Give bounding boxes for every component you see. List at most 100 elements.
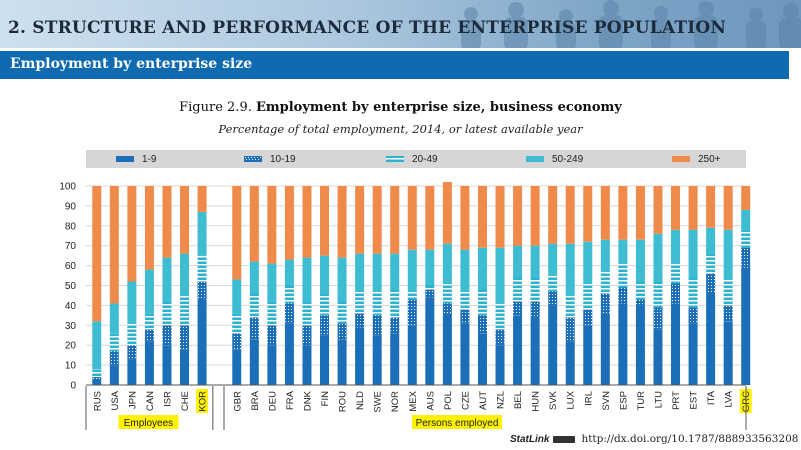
bar-est-20-49: [688, 277, 698, 308]
bar-lux-50-249: [565, 243, 575, 296]
bar-ltu-50-249: [653, 233, 663, 282]
legend-item-10-19: 10-19: [244, 153, 296, 165]
statlink-brand: StatLink: [510, 433, 550, 445]
statlink-url-link[interactable]: http://dx.doi.org/10.1787/888933563208: [581, 433, 799, 445]
bar-kor-250plus: [197, 186, 207, 212]
bar-jpn-10-19: [127, 345, 137, 360]
bar-esp-50-249: [618, 239, 628, 264]
bar-rus-20-49: [92, 369, 102, 378]
bar-nzl-250plus: [495, 186, 505, 248]
bar-fra-20-49: [284, 285, 294, 304]
y-tick-label-80: 80: [65, 221, 77, 232]
figure-label: Figure 2.9.: [179, 100, 252, 115]
bar-svk-250plus: [548, 186, 558, 244]
bar-esp-1-9: [618, 303, 628, 385]
bar-cze-10-19: [460, 309, 470, 324]
bar-nzl-20-49: [495, 303, 505, 330]
bar-grc-1-9: [741, 267, 751, 385]
bar-kor-50-249: [197, 211, 207, 256]
bar-dnk-10-19: [302, 325, 312, 346]
y-tick-label-0: 0: [70, 381, 76, 392]
y-tick-label-90: 90: [65, 201, 77, 212]
bar-svn-250plus: [600, 186, 610, 240]
bar-nor-1-9: [390, 333, 400, 385]
chart-axes: 0 10 20 30 40 50 60 70 80 90 100 RUS USA JPN CAN ISR CHE…: [59, 182, 752, 430]
bar-deu-250plus: [267, 186, 277, 264]
bar-lva-20-49: [723, 279, 733, 306]
bar-kor-10-19: [197, 281, 207, 300]
banner-title: 2. STRUCTURE AND PERFORMANCE OF THE ENTE…: [8, 18, 727, 38]
legend-item-50-249: 50-249: [526, 153, 583, 165]
bar-svn-1-9: [600, 313, 610, 385]
bar-swe-10-19: [372, 315, 382, 336]
bar-mex-1-9: [407, 325, 417, 385]
bar-dnk-50-249: [302, 257, 312, 302]
bar-rou-250plus: [337, 186, 347, 258]
bar-fin-20-49: [320, 293, 330, 316]
bar-cze-250plus: [460, 186, 470, 250]
bar-tur-250plus: [635, 186, 645, 240]
bar-nor-250plus: [390, 186, 400, 254]
bar-jpn-1-9: [127, 359, 137, 385]
bar-dnk-20-49: [302, 301, 312, 326]
bar-fra-250plus: [284, 186, 294, 260]
bar-usa-10-19: [109, 351, 119, 366]
group-label-highlight-0: [118, 415, 179, 429]
y-tick-label-10: 10: [65, 361, 77, 372]
bar-lva-1-9: [723, 321, 733, 385]
bar-prt-250plus: [671, 186, 681, 230]
bar-grc-250plus: [741, 186, 751, 210]
chart-legend: 1-9 10-19 20-49 50-249 250+: [86, 150, 746, 168]
x-tick-label-jpn: JPN: [127, 391, 138, 409]
highlight-box-kor: [196, 389, 209, 413]
x-tick-label-ltu: LTU: [653, 391, 664, 408]
x-tick-label-deu: DEU: [267, 391, 278, 411]
bar-isr-10-19: [162, 325, 172, 346]
bar-ltu-10-19: [653, 307, 663, 330]
bar-pol-1-9: [442, 313, 452, 385]
bar-kor-20-49: [197, 255, 207, 282]
x-tick-label-aut: AUT: [478, 391, 489, 410]
y-tick-label-70: 70: [65, 241, 77, 252]
x-tick-label-che: CHE: [180, 391, 191, 411]
x-tick-label-lux: LUX: [566, 390, 577, 409]
legend-label-10-19: 10-19: [270, 153, 296, 165]
bar-isr-1-9: [162, 345, 172, 385]
x-tick-label-ita: ITA: [706, 390, 717, 405]
bar-deu-20-49: [267, 301, 277, 326]
x-tick-label-bel: BEL: [513, 391, 524, 409]
bar-nor-20-49: [390, 289, 400, 318]
bar-tur-10-19: [635, 299, 645, 306]
bar-irl-250plus: [583, 186, 593, 242]
bar-jpn-20-49: [127, 323, 137, 346]
bar-aus-50-249: [425, 249, 435, 286]
bar-rou-50-249: [337, 257, 347, 302]
bar-fin-10-19: [320, 315, 330, 336]
bar-svn-50-249: [600, 239, 610, 272]
bar-irl-20-49: [583, 283, 593, 310]
legend-label-20-49: 20-49: [412, 153, 438, 165]
bar-fin-250plus: [320, 186, 330, 256]
bar-usa-250plus: [109, 186, 119, 304]
bar-est-10-19: [688, 307, 698, 324]
bar-mex-10-19: [407, 299, 417, 326]
x-tick-label-nzl: NZL: [496, 391, 507, 409]
bar-mex-250plus: [407, 186, 417, 250]
y-tick-label-30: 30: [65, 321, 77, 332]
bar-tur-20-49: [635, 281, 645, 300]
bar-gbr-50-249: [232, 279, 242, 314]
top-banner: 2. STRUCTURE AND PERFORMANCE OF THE ENTE…: [0, 0, 801, 48]
bar-aut-1-9: [477, 333, 487, 385]
legend-item-1-9: 1-9: [116, 153, 156, 165]
bar-cze-20-49: [460, 291, 470, 310]
bar-mex-50-249: [407, 249, 417, 292]
y-tick-label-60: 60: [65, 261, 77, 272]
bar-hun-10-19: [530, 301, 540, 318]
bar-aut-10-19: [477, 315, 487, 334]
section-title: Employment by enterprise size: [10, 56, 253, 72]
bar-bel-10-19: [513, 301, 523, 316]
bar-aus-250plus: [425, 186, 435, 250]
statlink-footer: StatLink http://dx.doi.org/10.1787/88893…: [510, 433, 798, 445]
bar-esp-250plus: [618, 186, 628, 240]
